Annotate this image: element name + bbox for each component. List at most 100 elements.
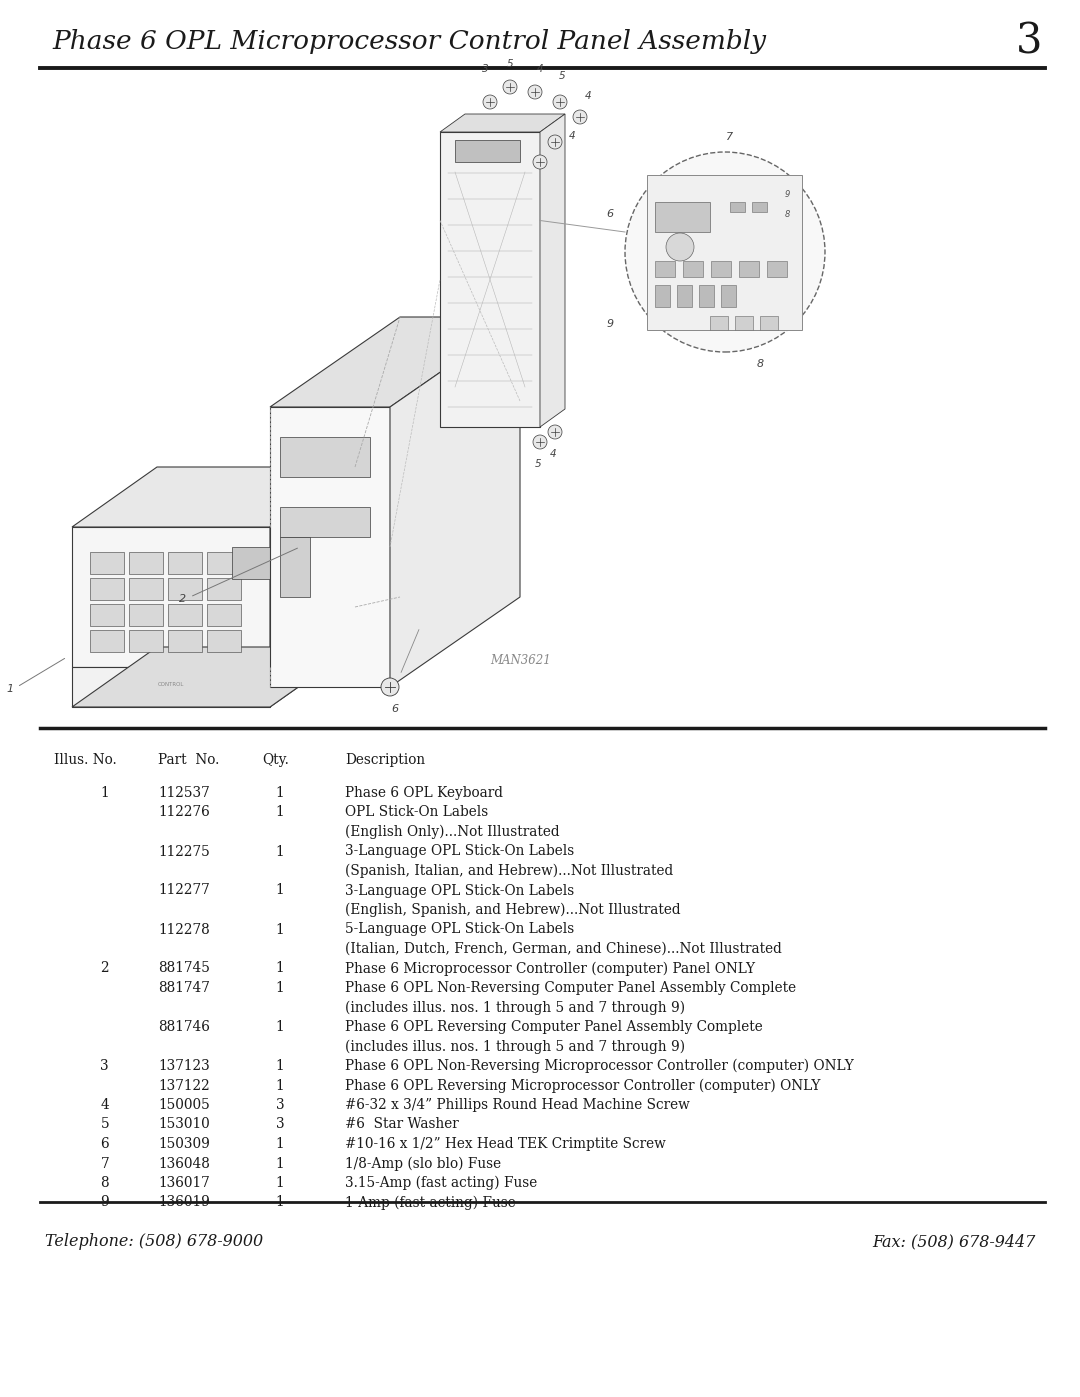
Polygon shape [270, 608, 355, 707]
Text: 1: 1 [100, 787, 109, 800]
Text: 112537: 112537 [158, 787, 210, 800]
Text: Phase 6 Microprocessor Controller (computer) Panel ONLY: Phase 6 Microprocessor Controller (compu… [345, 961, 755, 977]
Circle shape [534, 155, 546, 169]
Polygon shape [129, 552, 163, 574]
Polygon shape [90, 578, 124, 599]
Polygon shape [207, 578, 241, 599]
Circle shape [573, 110, 588, 124]
Text: Phase 6 OPL Keyboard: Phase 6 OPL Keyboard [345, 787, 503, 800]
Text: 1: 1 [275, 1059, 284, 1073]
Bar [280, 437, 370, 476]
Text: (English Only)...Not Illustrated: (English Only)...Not Illustrated [345, 826, 559, 840]
Circle shape [625, 152, 825, 352]
Text: 136017: 136017 [158, 1176, 210, 1190]
Text: OPL Stick-On Labels: OPL Stick-On Labels [345, 806, 488, 820]
Text: (English, Spanish, and Hebrew)...Not Illustrated: (English, Spanish, and Hebrew)...Not Ill… [345, 902, 680, 918]
Text: 6: 6 [391, 704, 399, 714]
Text: 3: 3 [1015, 21, 1042, 63]
Text: 1: 1 [275, 961, 284, 975]
Text: Telephone: (508) 678-9000: Telephone: (508) 678-9000 [45, 1234, 264, 1250]
Text: Phase 6 OPL Microprocessor Control Panel Assembly: Phase 6 OPL Microprocessor Control Panel… [52, 29, 766, 54]
Polygon shape [207, 630, 241, 652]
Text: 112277: 112277 [158, 883, 210, 897]
Bar [654, 261, 675, 277]
Polygon shape [72, 666, 270, 707]
Polygon shape [90, 552, 124, 574]
Text: 1: 1 [275, 922, 284, 936]
Text: 1: 1 [275, 981, 284, 995]
Polygon shape [129, 578, 163, 599]
Text: 881745: 881745 [158, 961, 210, 975]
Text: Fax: (508) 678-9447: Fax: (508) 678-9447 [872, 1234, 1035, 1250]
Text: 137122: 137122 [158, 1078, 210, 1092]
Text: 112276: 112276 [158, 806, 210, 820]
Bar [752, 203, 767, 212]
Polygon shape [440, 115, 565, 131]
Bar [647, 175, 802, 330]
Text: 1: 1 [275, 845, 284, 859]
Text: 4: 4 [584, 91, 592, 101]
Polygon shape [270, 467, 355, 666]
Text: 4: 4 [550, 448, 556, 460]
Polygon shape [270, 317, 519, 407]
Bar [735, 316, 753, 330]
Text: Illus. No.: Illus. No. [54, 753, 117, 767]
Bar [730, 203, 745, 212]
Text: 1: 1 [275, 1176, 284, 1190]
Text: 5: 5 [100, 1118, 109, 1132]
Polygon shape [129, 630, 163, 652]
Text: 1/8-Amp (slo blo) Fuse: 1/8-Amp (slo blo) Fuse [345, 1157, 501, 1171]
Text: 150309: 150309 [158, 1137, 210, 1151]
Text: 7: 7 [727, 131, 733, 142]
Text: 9: 9 [607, 319, 613, 330]
Text: 153010: 153010 [158, 1118, 210, 1132]
Text: 5: 5 [558, 71, 565, 81]
Text: 8: 8 [100, 1176, 109, 1190]
Bar [677, 285, 692, 307]
Text: 3: 3 [275, 1098, 284, 1112]
Text: 6: 6 [607, 210, 613, 219]
Circle shape [528, 85, 542, 99]
Bar [710, 316, 728, 330]
Text: (Italian, Dutch, French, German, and Chinese)...Not Illustrated: (Italian, Dutch, French, German, and Chi… [345, 942, 782, 956]
Text: 1: 1 [275, 1078, 284, 1092]
Polygon shape [129, 604, 163, 626]
Bar [654, 203, 710, 232]
Circle shape [548, 136, 562, 149]
Text: 1: 1 [275, 1157, 284, 1171]
Text: 881746: 881746 [158, 1020, 210, 1034]
Bar [683, 261, 703, 277]
Text: #6  Star Washer: #6 Star Washer [345, 1118, 459, 1132]
Bar [280, 507, 370, 536]
Text: Phase 6 OPL Reversing Microprocessor Controller (computer) ONLY: Phase 6 OPL Reversing Microprocessor Con… [345, 1078, 821, 1092]
Text: Description: Description [345, 753, 426, 767]
Text: 112278: 112278 [158, 922, 210, 936]
Bar [455, 140, 519, 162]
Polygon shape [72, 647, 355, 707]
Circle shape [666, 233, 694, 261]
Polygon shape [270, 407, 390, 687]
Text: 9: 9 [785, 190, 791, 198]
Polygon shape [390, 317, 519, 687]
Text: 3: 3 [482, 64, 488, 74]
Text: 136048: 136048 [158, 1157, 210, 1171]
Text: 136019: 136019 [158, 1196, 210, 1210]
Bar [739, 261, 759, 277]
Bar [280, 536, 310, 597]
Text: 4: 4 [537, 64, 543, 74]
Text: 150005: 150005 [158, 1098, 210, 1112]
Text: 9: 9 [100, 1196, 109, 1210]
Circle shape [534, 434, 546, 448]
Text: 6: 6 [100, 1137, 109, 1151]
Bar [721, 285, 735, 307]
Text: 137123: 137123 [158, 1059, 210, 1073]
Text: 4: 4 [569, 131, 576, 141]
Circle shape [548, 425, 562, 439]
Polygon shape [90, 630, 124, 652]
Text: 3: 3 [100, 1059, 109, 1073]
Polygon shape [168, 604, 202, 626]
Text: 1: 1 [275, 1020, 284, 1034]
Polygon shape [207, 552, 241, 574]
Text: Phase 6 OPL Reversing Computer Panel Assembly Complete: Phase 6 OPL Reversing Computer Panel Ass… [345, 1020, 762, 1034]
Text: 1: 1 [275, 1196, 284, 1210]
